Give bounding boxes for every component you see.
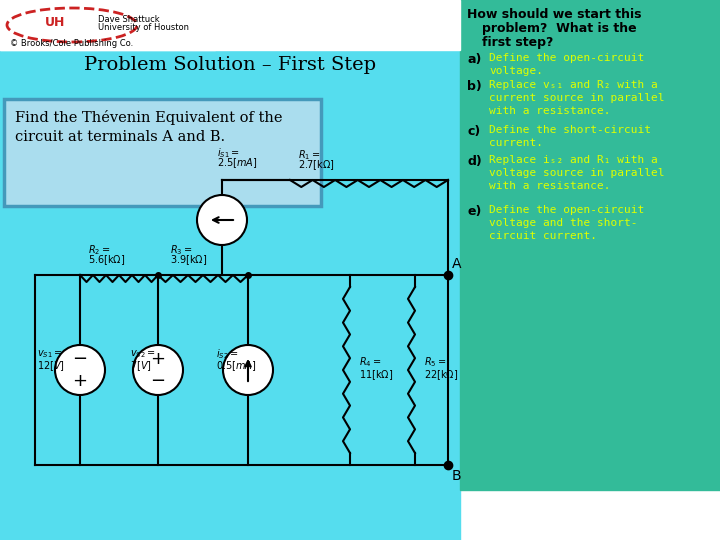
Text: $v_{S1}=$: $v_{S1}=$ (37, 348, 63, 360)
Text: e): e) (467, 205, 482, 218)
Text: circuit current.: circuit current. (489, 231, 597, 241)
Text: voltage source in parallel: voltage source in parallel (489, 168, 665, 178)
Text: $R_4=$: $R_4=$ (359, 355, 382, 369)
FancyBboxPatch shape (4, 99, 321, 206)
Bar (0, 0, 460, 50)
Text: Dave Shattuck: Dave Shattuck (98, 15, 160, 24)
Bar (0, 50, 460, 540)
Text: −: − (150, 372, 166, 390)
Text: a): a) (467, 53, 482, 66)
Text: University of Houston: University of Houston (98, 24, 189, 32)
Text: 2.7[k$\Omega$]: 2.7[k$\Omega$] (298, 158, 335, 172)
Text: Replace iₛ₂ and R₁ with a: Replace iₛ₂ and R₁ with a (489, 155, 658, 165)
Text: Define the short-circuit: Define the short-circuit (489, 125, 651, 135)
Text: current source in parallel: current source in parallel (489, 93, 665, 103)
Text: c): c) (467, 125, 480, 138)
Bar (460, 0, 720, 490)
Text: voltage.: voltage. (489, 66, 543, 76)
Text: 22[k$\Omega$]: 22[k$\Omega$] (424, 368, 459, 382)
Text: B: B (452, 469, 462, 483)
Circle shape (133, 345, 183, 395)
Text: circuit at terminals A and B.: circuit at terminals A and B. (15, 130, 225, 144)
Circle shape (55, 345, 105, 395)
Text: © Brooks/Cole Publishing Co.: © Brooks/Cole Publishing Co. (10, 38, 133, 48)
Text: $R_2=$: $R_2=$ (88, 243, 110, 257)
Text: $12[V]$: $12[V]$ (37, 359, 65, 373)
Text: Define the open-circuit: Define the open-circuit (489, 205, 644, 215)
Text: $R_1=$: $R_1=$ (298, 148, 320, 162)
Text: with a resistance.: with a resistance. (489, 106, 611, 116)
Text: $R_5=$: $R_5=$ (424, 355, 446, 369)
Text: $7[V]$: $7[V]$ (130, 359, 152, 373)
Text: voltage and the short-: voltage and the short- (489, 218, 637, 228)
Text: $0.5[mA]$: $0.5[mA]$ (216, 359, 256, 373)
Text: $i_{S2}=$: $i_{S2}=$ (216, 347, 239, 361)
Text: A: A (452, 257, 462, 271)
Text: Problem Solution – First Step: Problem Solution – First Step (84, 56, 376, 74)
Text: 5.6[k$\Omega$]: 5.6[k$\Omega$] (88, 253, 125, 267)
Text: +: + (73, 372, 88, 390)
Text: Find the Thévenin Equivalent of the: Find the Thévenin Equivalent of the (15, 110, 282, 125)
Text: b): b) (467, 80, 482, 93)
Text: problem?  What is the: problem? What is the (482, 22, 636, 35)
Text: d): d) (467, 155, 482, 168)
Text: $R_3=$: $R_3=$ (170, 243, 192, 257)
Text: $v_{S2}=$: $v_{S2}=$ (130, 348, 156, 360)
Text: 3.9[k$\Omega$]: 3.9[k$\Omega$] (170, 253, 207, 267)
Text: $i_{S1}=$: $i_{S1}=$ (217, 146, 240, 160)
Text: Define the open-circuit: Define the open-circuit (489, 53, 644, 63)
Text: first step?: first step? (482, 36, 554, 49)
Circle shape (197, 195, 247, 245)
Text: −: − (73, 350, 88, 368)
Text: How should we start this: How should we start this (467, 8, 642, 21)
Circle shape (223, 345, 273, 395)
Text: current.: current. (489, 138, 543, 148)
Text: 11[k$\Omega$]: 11[k$\Omega$] (359, 368, 393, 382)
Text: $2.5[mA]$: $2.5[mA]$ (217, 156, 258, 170)
Bar (0, 0, 215, 50)
Text: Replace vₛ₁ and R₂ with a: Replace vₛ₁ and R₂ with a (489, 80, 658, 90)
Text: +: + (150, 350, 166, 368)
Text: UH: UH (45, 16, 66, 29)
Text: with a resistance.: with a resistance. (489, 181, 611, 191)
